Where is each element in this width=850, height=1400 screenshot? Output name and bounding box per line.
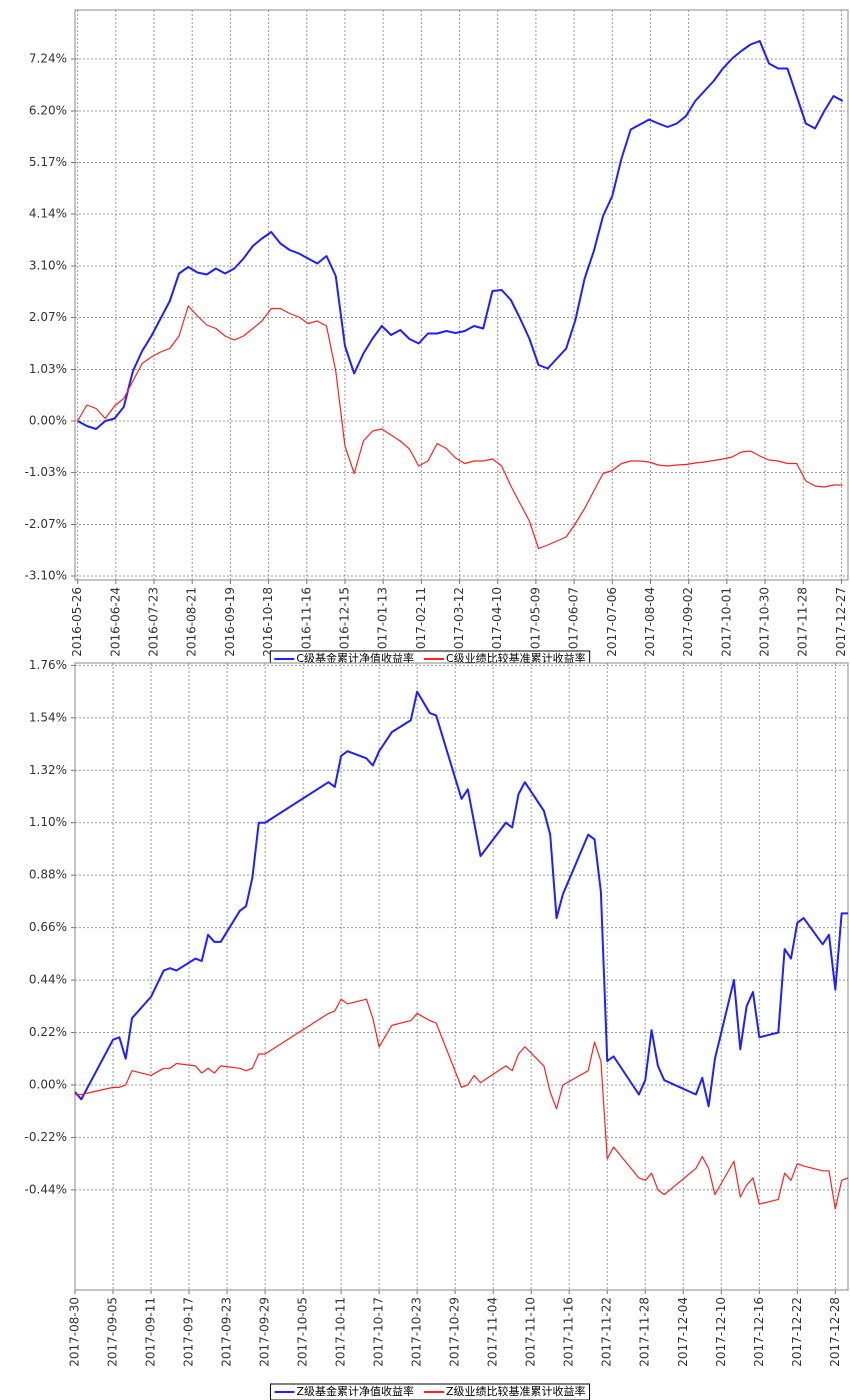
- x-tick-label: 2017-02-11: [414, 587, 428, 657]
- x-tick-label: 2017-12-10: [714, 1297, 728, 1367]
- y-tick-label: 0.44%: [29, 973, 67, 987]
- plot-area: [75, 10, 848, 580]
- x-tick-label: 2017-01-13: [376, 587, 390, 657]
- x-tick-label: 2017-11-04: [486, 1297, 500, 1367]
- legend-label: Z级基金累计净值收益率: [296, 1384, 414, 1398]
- x-tick-label: 2017-08-04: [643, 587, 657, 657]
- x-tick-label: 2017-10-05: [296, 1297, 310, 1367]
- x-tick-label: 2016-06-24: [108, 587, 122, 657]
- x-tick-label: 2016-08-21: [185, 587, 199, 657]
- y-tick-label: -0.22%: [25, 1130, 67, 1144]
- x-tick-label: 2017-06-07: [567, 587, 581, 657]
- x-tick-label: 2017-11-16: [562, 1297, 576, 1367]
- y-tick-label: 4.14%: [29, 207, 67, 221]
- y-tick-label: 5.17%: [29, 155, 67, 169]
- x-tick-label: 2016-05-26: [70, 587, 84, 657]
- plot-border: [74, 9, 849, 581]
- x-tick-label: 2017-09-23: [220, 1297, 234, 1367]
- x-tick-label: 2017-12-16: [752, 1297, 766, 1367]
- x-tick-label: 2017-11-10: [524, 1297, 538, 1367]
- x-tick-label: 2016-10-18: [261, 587, 275, 657]
- y-tick-label: 0.00%: [29, 414, 67, 428]
- x-tick-label: 2017-09-02: [681, 587, 695, 657]
- x-tick-label: 2017-12-22: [790, 1297, 804, 1367]
- legend-label: C级业绩比较基准累计收益率: [446, 651, 586, 665]
- series-line: [74, 690, 848, 1108]
- y-tick-label: 1.10%: [29, 815, 67, 829]
- y-tick-label: 0.88%: [29, 868, 67, 882]
- x-tick-label: 2017-11-28: [796, 587, 810, 657]
- x-tick-label: 2017-09-17: [182, 1297, 196, 1367]
- x-tick-label: 2017-10-17: [372, 1297, 386, 1367]
- x-tick-label: 2017-09-29: [258, 1297, 272, 1367]
- y-tick-label: -2.07%: [25, 517, 67, 531]
- x-tick-label: 2017-10-01: [719, 587, 733, 657]
- y-tick-label: 1.76%: [29, 658, 67, 672]
- x-tick-label: 2017-11-22: [600, 1297, 614, 1367]
- x-tick-label: 2017-08-30: [68, 1297, 82, 1367]
- x-tick-label: 2017-04-10: [490, 587, 504, 657]
- y-tick-label: 1.32%: [29, 763, 67, 777]
- chart: 1.76% 1.54% 1.32% 1.10% 0.88% 0.66% 0.44% 0.22%…: [25, 658, 849, 1367]
- x-tick-label: 2017-07-06: [605, 587, 619, 657]
- x-tick-label: 2017-10-11: [334, 1297, 348, 1367]
- y-tick-label: 3.10%: [29, 259, 67, 273]
- x-tick-label: 2017-10-30: [758, 587, 772, 657]
- plot-area: [75, 663, 848, 1290]
- y-tick-label: 1.54%: [29, 710, 67, 724]
- y-tick-label: 0.00%: [29, 1077, 67, 1091]
- y-tick-label: 1.03%: [29, 362, 67, 376]
- y-tick-label: 0.66%: [29, 920, 67, 934]
- x-tick-label: 2016-07-23: [147, 587, 161, 657]
- legend-label: Z级业绩比较基准累计收益率: [446, 1384, 586, 1398]
- x-tick-label: 2017-10-23: [410, 1297, 424, 1367]
- chart: 7.24% 6.20% 5.17% 4.14% 3.10% 2.07% 1.03% 0.00%…: [25, 9, 849, 657]
- x-tick-label: 2017-11-28: [638, 1297, 652, 1367]
- y-tick-label: 7.24%: [29, 52, 67, 66]
- plot-border: [74, 662, 849, 1291]
- x-tick-label: 2016-11-16: [299, 587, 313, 657]
- legend: Z级基金累计净值收益率 Z级业绩比较基准累计收益率: [269, 1383, 591, 1400]
- x-tick-label: 2017-12-27: [834, 587, 848, 657]
- x-tick-label: 2017-09-05: [106, 1297, 120, 1367]
- y-tick-label: 6.20%: [29, 104, 67, 118]
- x-tick-label: 2017-05-09: [528, 587, 542, 657]
- y-tick-label: 2.07%: [29, 310, 67, 324]
- legend-label: C级基金累计净值收益率: [296, 651, 414, 665]
- y-tick-label: -1.03%: [25, 465, 67, 479]
- x-tick-label: 2017-09-11: [144, 1297, 158, 1367]
- series-line: [77, 305, 843, 550]
- x-tick-label: 2016-09-19: [223, 587, 237, 657]
- series-line: [75, 998, 849, 1210]
- x-tick-label: 2017-12-28: [828, 1297, 842, 1367]
- y-tick-label: 0.22%: [29, 1025, 67, 1039]
- x-tick-label: 2017-12-04: [676, 1297, 690, 1367]
- x-tick-label: 2016-12-15: [337, 587, 351, 657]
- x-tick-label: 2017-03-12: [452, 587, 466, 657]
- y-tick-label: -0.44%: [25, 1182, 67, 1196]
- x-tick-label: 2017-10-29: [448, 1297, 462, 1367]
- y-tick-label: -3.10%: [25, 569, 67, 583]
- series-line: [77, 40, 844, 430]
